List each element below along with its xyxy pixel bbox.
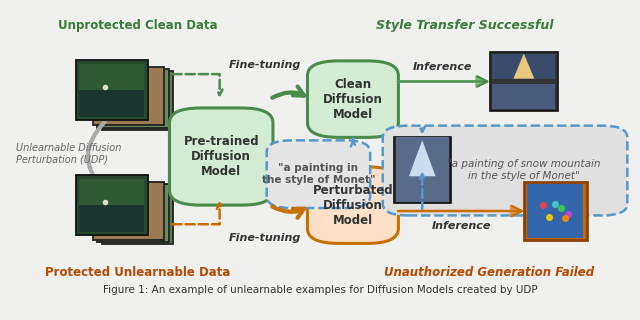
FancyBboxPatch shape: [102, 71, 173, 130]
FancyBboxPatch shape: [79, 179, 145, 205]
Text: Inference: Inference: [413, 62, 472, 72]
Text: Clean
Diffusion
Model: Clean Diffusion Model: [323, 78, 383, 121]
Text: Fine-tuning: Fine-tuning: [229, 233, 301, 243]
FancyBboxPatch shape: [396, 137, 449, 202]
FancyBboxPatch shape: [97, 69, 169, 128]
FancyBboxPatch shape: [394, 137, 451, 203]
Text: "a painting of snow mountain
in the style of Monet": "a painting of snow mountain in the styl…: [447, 159, 600, 180]
FancyBboxPatch shape: [527, 184, 584, 238]
FancyBboxPatch shape: [307, 167, 398, 244]
Polygon shape: [513, 53, 534, 79]
Text: Unlearnable Diffusion
Perturbation (UDP): Unlearnable Diffusion Perturbation (UDP): [16, 143, 121, 164]
FancyBboxPatch shape: [490, 52, 557, 111]
Text: Style Transfer Successful: Style Transfer Successful: [376, 19, 553, 32]
FancyBboxPatch shape: [76, 175, 148, 235]
Text: Figure 1: An example of unlearnable examples for Diffusion Models created by UDP: Figure 1: An example of unlearnable exam…: [102, 285, 538, 295]
FancyBboxPatch shape: [76, 60, 148, 120]
Polygon shape: [409, 140, 436, 176]
Text: Perturbated
Diffusion
Model: Perturbated Diffusion Model: [312, 184, 393, 227]
FancyBboxPatch shape: [524, 182, 586, 240]
Text: Fine-tuning: Fine-tuning: [229, 60, 301, 70]
FancyBboxPatch shape: [170, 108, 273, 205]
FancyBboxPatch shape: [102, 186, 173, 244]
FancyBboxPatch shape: [79, 199, 145, 232]
FancyBboxPatch shape: [267, 140, 370, 208]
Text: Protected Unlearnable Data: Protected Unlearnable Data: [45, 266, 231, 279]
FancyBboxPatch shape: [93, 182, 164, 240]
FancyBboxPatch shape: [79, 84, 145, 117]
FancyBboxPatch shape: [307, 61, 398, 137]
FancyBboxPatch shape: [383, 126, 627, 215]
Text: Inference: Inference: [431, 221, 491, 231]
Text: Unauthorized Generation Failed: Unauthorized Generation Failed: [384, 266, 595, 279]
FancyBboxPatch shape: [93, 67, 164, 125]
Text: Unprotected Clean Data: Unprotected Clean Data: [58, 19, 218, 32]
FancyBboxPatch shape: [493, 53, 555, 79]
FancyBboxPatch shape: [97, 184, 169, 242]
Text: "a painting in
the style of Monet": "a painting in the style of Monet": [262, 164, 375, 185]
Text: Pre-trained
Diffusion
Model: Pre-trained Diffusion Model: [184, 135, 259, 178]
FancyBboxPatch shape: [79, 64, 145, 90]
FancyBboxPatch shape: [493, 84, 555, 109]
